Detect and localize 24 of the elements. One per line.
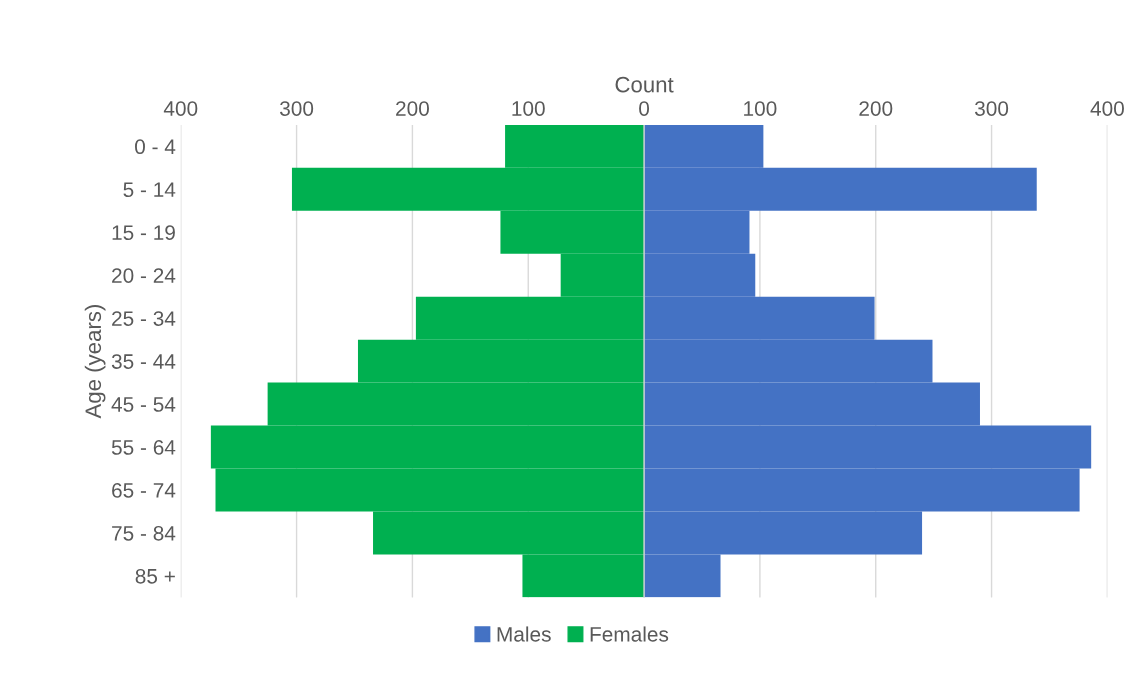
x-tick-label: 400 bbox=[1090, 101, 1124, 116]
y-tick-label: 85 + bbox=[135, 568, 175, 584]
x-tick-label: 0 bbox=[639, 101, 650, 116]
x-tick-label: 300 bbox=[280, 101, 314, 116]
x-tick-label: 300 bbox=[974, 101, 1009, 116]
y-tick-label: 25 - 34 bbox=[112, 311, 176, 326]
x-tick-label: 400 bbox=[163, 101, 198, 116]
legend-label: Females bbox=[590, 626, 669, 642]
y-tick-label: 15 - 19 bbox=[112, 225, 175, 241]
y-tick-label: 0 - 4 bbox=[135, 139, 176, 155]
x-tick-label: 100 bbox=[744, 101, 777, 116]
x-tick-label: 200 bbox=[396, 101, 429, 116]
y-tick-label: 5 - 14 bbox=[123, 182, 176, 198]
y-tick-label: 65 - 74 bbox=[112, 482, 176, 498]
x-axis-title: Count bbox=[615, 76, 674, 93]
y-tick-label: 35 - 44 bbox=[111, 354, 176, 369]
x-tick-label: 200 bbox=[859, 101, 893, 116]
y-tick-label: 20 - 24 bbox=[112, 268, 176, 283]
y-tick-label: 45 - 54 bbox=[111, 397, 176, 412]
legend-label: Males bbox=[497, 626, 551, 642]
y-axis-title: Age (years) bbox=[84, 305, 106, 419]
x-tick-label: 100 bbox=[512, 101, 545, 116]
y-tick-label: 75 - 84 bbox=[112, 525, 176, 541]
y-tick-label: 55 - 64 bbox=[111, 440, 176, 455]
